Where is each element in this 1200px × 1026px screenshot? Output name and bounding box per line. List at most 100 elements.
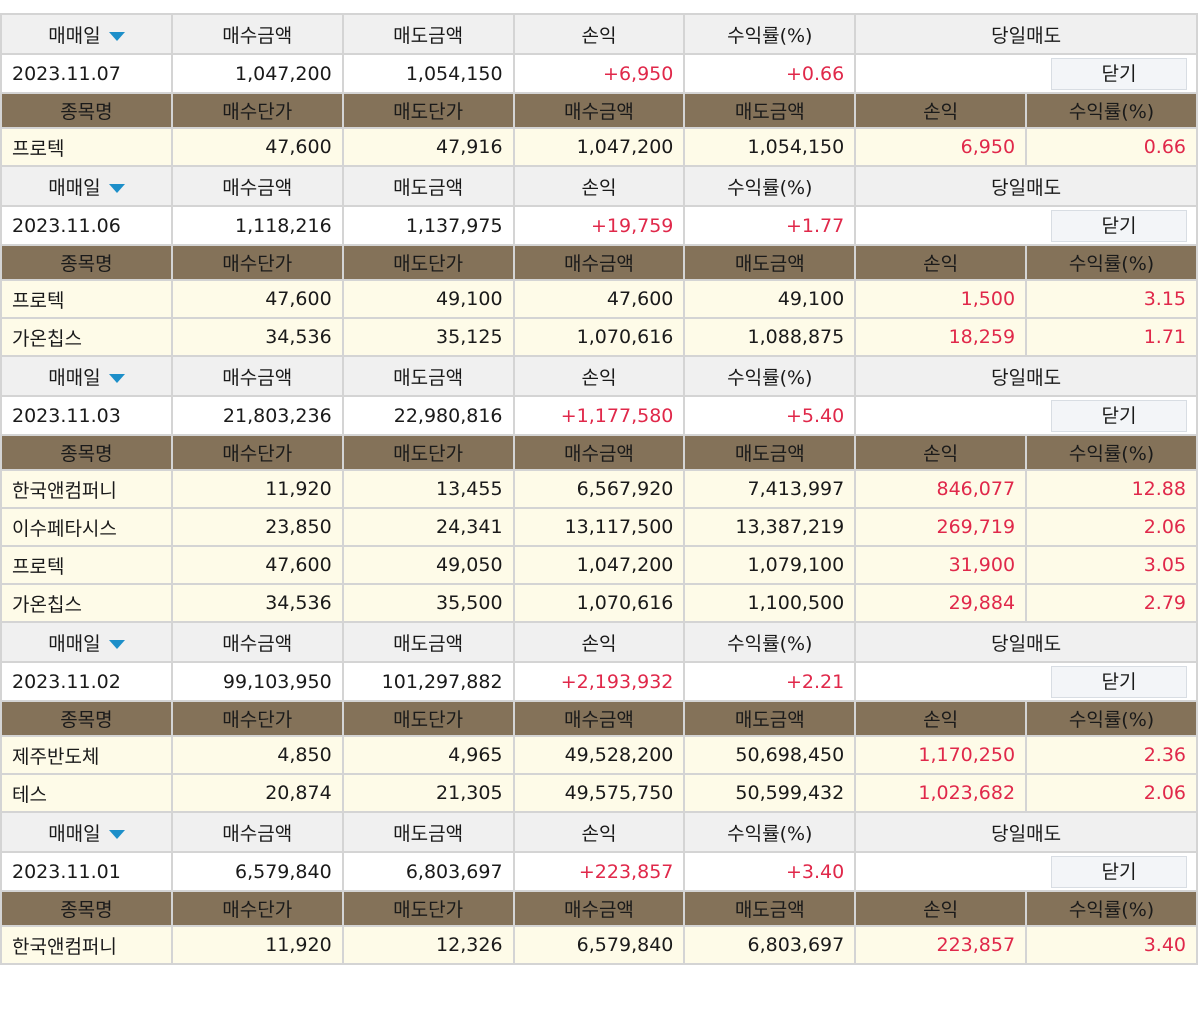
- summary-sell-amount: 1,137,975: [341, 205, 515, 246]
- subheader-buy-amount: 매수금액: [512, 244, 686, 281]
- summary-buy-amount: 21,803,236: [170, 395, 344, 436]
- sell-price: 21,305: [341, 773, 515, 813]
- summary-profit: +2,193,932: [512, 661, 686, 702]
- subheader-buy-amount: 매수금액: [512, 700, 686, 737]
- summary-buy-amount: 1,047,200: [170, 53, 344, 94]
- header-buy-amount: 매수금액: [170, 621, 344, 663]
- return-rate: 1.71: [1025, 317, 1198, 357]
- summary-return-rate: +0.66: [683, 53, 857, 94]
- group-header-row: 매매일 매수금액 매도금액 손익 수익률(%) 당일매도: [0, 811, 1198, 853]
- sell-amount: 7,413,997: [683, 469, 857, 509]
- group-summary-row: 2023.11.02 99,103,950 101,297,882 +2,193,93…: [0, 661, 1198, 702]
- subheader-buy-price: 매수단가: [170, 890, 344, 927]
- subheader-buy-price: 매수단가: [170, 434, 344, 471]
- sell-amount: 50,698,450: [683, 735, 857, 775]
- summary-return-rate: +1.77: [683, 205, 857, 246]
- subheader-buy-price: 매수단가: [170, 244, 344, 281]
- table-row: 제주반도체 4,850 4,965 49,528,200 50,698,450 1,170…: [0, 735, 1198, 775]
- header-buy-amount: 매수금액: [170, 165, 344, 207]
- trade-history-grid: 매매일 매수금액 매도금액 손익 수익률(%) 당일매도 2023.11.07 1,047,2…: [0, 13, 1198, 965]
- subheader-sell-price: 매도단가: [341, 92, 515, 129]
- header-buy-amount: 매수금액: [170, 13, 344, 55]
- table-row: 이수페타시스 23,850 24,341 13,117,500 13,387,219 26…: [0, 507, 1198, 547]
- header-return-rate: 수익률(%): [683, 811, 857, 853]
- return-rate: 2.06: [1025, 773, 1198, 813]
- stock-name[interactable]: 한국앤컴퍼니: [0, 925, 173, 965]
- subheader-profit: 손익: [854, 890, 1028, 927]
- header-trade-date-label: 매매일: [48, 366, 101, 389]
- subheader-sell-amount: 매도금액: [683, 890, 857, 927]
- group-summary-row: 2023.11.06 1,118,216 1,137,975 +19,759 +1.77…: [0, 205, 1198, 246]
- close-button[interactable]: 닫기: [1051, 665, 1187, 698]
- summary-return-rate: +2.21: [683, 661, 857, 702]
- close-button[interactable]: 닫기: [1051, 399, 1187, 432]
- stock-name[interactable]: 프로텍: [0, 545, 173, 585]
- header-trade-date[interactable]: 매매일: [0, 621, 173, 663]
- header-same-day-sell: 당일매도: [854, 13, 1198, 55]
- summary-date: 2023.11.07: [0, 53, 173, 94]
- summary-close-cell: 닫기: [854, 395, 1198, 436]
- sort-down-icon[interactable]: [108, 639, 125, 649]
- summary-sell-amount: 6,803,697: [341, 851, 515, 892]
- stock-name[interactable]: 제주반도체: [0, 735, 173, 775]
- table-row: 한국앤컴퍼니 11,920 13,455 6,567,920 7,413,997 846,…: [0, 469, 1198, 509]
- summary-profit: +223,857: [512, 851, 686, 892]
- sell-price: 12,326: [341, 925, 515, 965]
- stock-name[interactable]: 프로텍: [0, 279, 173, 319]
- summary-date: 2023.11.02: [0, 661, 173, 702]
- stock-name[interactable]: 한국앤컴퍼니: [0, 469, 173, 509]
- group-summary-row: 2023.11.07 1,047,200 1,054,150 +6,950 +0.66 닫…: [0, 53, 1198, 94]
- subheader-return-rate: 수익률(%): [1025, 92, 1198, 129]
- header-trade-date-label: 매매일: [48, 176, 101, 199]
- header-same-day-sell: 당일매도: [854, 355, 1198, 397]
- group-header-row: 매매일 매수금액 매도금액 손익 수익률(%) 당일매도: [0, 621, 1198, 663]
- profit: 1,170,250: [854, 735, 1028, 775]
- buy-price: 23,850: [170, 507, 344, 547]
- header-trade-date[interactable]: 매매일: [0, 355, 173, 397]
- header-trade-date[interactable]: 매매일: [0, 13, 173, 55]
- summary-return-rate: +3.40: [683, 851, 857, 892]
- subheader-sell-price: 매도단가: [341, 890, 515, 927]
- sort-down-icon[interactable]: [108, 829, 125, 839]
- header-same-day-sell: 당일매도: [854, 811, 1198, 853]
- group-header-row: 매매일 매수금액 매도금액 손익 수익률(%) 당일매도: [0, 13, 1198, 55]
- summary-date: 2023.11.01: [0, 851, 173, 892]
- subheader-sell-amount: 매도금액: [683, 434, 857, 471]
- header-return-rate: 수익률(%): [683, 165, 857, 207]
- stock-name[interactable]: 이수페타시스: [0, 507, 173, 547]
- header-trade-date[interactable]: 매매일: [0, 811, 173, 853]
- close-button[interactable]: 닫기: [1051, 855, 1187, 888]
- stock-name[interactable]: 테스: [0, 773, 173, 813]
- header-trade-date[interactable]: 매매일: [0, 165, 173, 207]
- header-profit: 손익: [512, 621, 686, 663]
- sort-down-icon[interactable]: [108, 183, 125, 193]
- subheader-sell-amount: 매도금액: [683, 244, 857, 281]
- return-rate: 2.06: [1025, 507, 1198, 547]
- sort-down-icon[interactable]: [108, 373, 125, 383]
- subheader-sell-price: 매도단가: [341, 700, 515, 737]
- subheader-sell-amount: 매도금액: [683, 92, 857, 129]
- buy-amount: 1,070,616: [512, 317, 686, 357]
- subheader-stock-name: 종목명: [0, 434, 173, 471]
- header-return-rate: 수익률(%): [683, 355, 857, 397]
- stock-name[interactable]: 가온칩스: [0, 317, 173, 357]
- summary-profit: +1,177,580: [512, 395, 686, 436]
- table-row: 프로텍 47,600 49,050 1,047,200 1,079,100 31,900 3…: [0, 545, 1198, 585]
- close-button[interactable]: 닫기: [1051, 209, 1187, 242]
- item-header-row: 종목명 매수단가 매도단가 매수금액 매도금액 손익 수익률(%): [0, 434, 1198, 471]
- sell-amount: 1,100,500: [683, 583, 857, 623]
- profit: 18,259: [854, 317, 1028, 357]
- group-summary-row: 2023.11.01 6,579,840 6,803,697 +223,857 +3.4…: [0, 851, 1198, 892]
- return-rate: 2.79: [1025, 583, 1198, 623]
- buy-price: 47,600: [170, 279, 344, 319]
- close-button[interactable]: 닫기: [1051, 57, 1187, 90]
- summary-sell-amount: 22,980,816: [341, 395, 515, 436]
- sort-down-icon[interactable]: [108, 31, 125, 41]
- subheader-stock-name: 종목명: [0, 244, 173, 281]
- header-trade-date-label: 매매일: [48, 632, 101, 655]
- profit: 31,900: [854, 545, 1028, 585]
- return-rate: 3.15: [1025, 279, 1198, 319]
- stock-name[interactable]: 프로텍: [0, 127, 173, 167]
- stock-name[interactable]: 가온칩스: [0, 583, 173, 623]
- buy-price: 34,536: [170, 583, 344, 623]
